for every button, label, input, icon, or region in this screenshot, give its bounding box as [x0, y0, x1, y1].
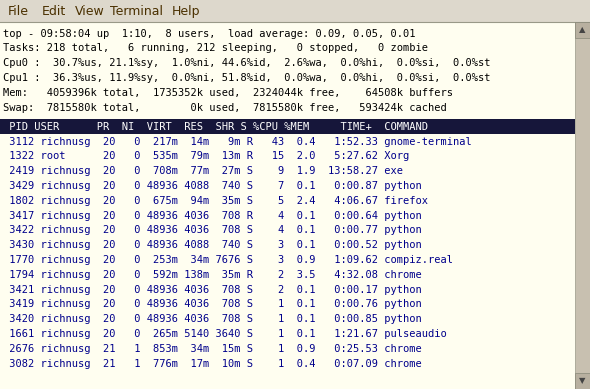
Bar [0, 0, 590, 22]
Text: Cpu0 :  30.7%us, 21.1%sy,  1.0%ni, 44.6%id,  2.6%wa,  0.0%hi,  0.0%si,  0.0%st: Cpu0 : 30.7%us, 21.1%sy, 1.0%ni, 44.6%id… [3, 58, 490, 68]
Bar [575, 22, 590, 389]
Text: 3419 richnusg  20   0 48936 4036  708 S    1  0.1   0:00.76 python: 3419 richnusg 20 0 48936 4036 708 S 1 0.… [3, 300, 422, 309]
Text: top - 09:58:04 up  1:10,  8 users,  load average: 0.09, 0.05, 0.01: top - 09:58:04 up 1:10, 8 users, load av… [3, 29, 415, 39]
Text: 1794 richnusg  20   0  592m 138m  35m R    2  3.5   4:32.08 chrome: 1794 richnusg 20 0 592m 138m 35m R 2 3.5… [3, 270, 422, 280]
Text: File: File [8, 5, 29, 18]
Text: 1802 richnusg  20   0  675m  94m  35m S    5  2.4   4:06.67 firefox: 1802 richnusg 20 0 675m 94m 35m S 5 2.4 … [3, 196, 428, 206]
Bar [575, 22, 590, 38]
Text: 3082 richnusg  21   1  776m  17m  10m S    1  0.4   0:07.09 chrome: 3082 richnusg 21 1 776m 17m 10m S 1 0.4 … [3, 359, 422, 369]
Text: 1770 richnusg  20   0  253m  34m 7676 S    3  0.9   1:09.62 compiz.real: 1770 richnusg 20 0 253m 34m 7676 S 3 0.9… [3, 255, 453, 265]
Text: ▲: ▲ [579, 26, 586, 35]
Text: 2676 richnusg  21   1  853m  34m  15m S    1  0.9   0:25.53 chrome: 2676 richnusg 21 1 853m 34m 15m S 1 0.9 … [3, 344, 422, 354]
Text: Edit: Edit [42, 5, 66, 18]
Text: Help: Help [172, 5, 201, 18]
Text: 3422 richnusg  20   0 48936 4036  708 S    4  0.1   0:00.77 python: 3422 richnusg 20 0 48936 4036 708 S 4 0.… [3, 226, 422, 235]
Text: 3112 richnusg  20   0  217m  14m   9m R   43  0.4   1:52.33 gnome-terminal: 3112 richnusg 20 0 217m 14m 9m R 43 0.4 … [3, 137, 472, 147]
Text: 3429 richnusg  20   0 48936 4088  740 S    7  0.1   0:00.87 python: 3429 richnusg 20 0 48936 4088 740 S 7 0.… [3, 181, 422, 191]
Text: Terminal: Terminal [110, 5, 163, 18]
Text: Tasks: 218 total,   6 running, 212 sleeping,   0 stopped,   0 zombie: Tasks: 218 total, 6 running, 212 sleepin… [3, 44, 428, 53]
Text: 3421 richnusg  20   0 48936 4036  708 S    2  0.1   0:00.17 python: 3421 richnusg 20 0 48936 4036 708 S 2 0.… [3, 285, 422, 294]
Text: 3417 richnusg  20   0 48936 4036  708 R    4  0.1   0:00.64 python: 3417 richnusg 20 0 48936 4036 708 R 4 0.… [3, 210, 422, 221]
Text: 2419 richnusg  20   0  708m  77m  27m S    9  1.9  13:58.27 exe: 2419 richnusg 20 0 708m 77m 27m S 9 1.9 … [3, 166, 403, 176]
Bar [575, 373, 590, 389]
Bar [0, 119, 575, 134]
Text: Cpu1 :  36.3%us, 11.9%sy,  0.0%ni, 51.8%id,  0.0%wa,  0.0%hi,  0.0%si,  0.0%st: Cpu1 : 36.3%us, 11.9%sy, 0.0%ni, 51.8%id… [3, 73, 490, 83]
Text: PID USER      PR  NI  VIRT  RES  SHR S %CPU %MEM     TIME+  COMMAND: PID USER PR NI VIRT RES SHR S %CPU %MEM … [3, 122, 428, 132]
Text: 3420 richnusg  20   0 48936 4036  708 S    1  0.1   0:00.85 python: 3420 richnusg 20 0 48936 4036 708 S 1 0.… [3, 314, 422, 324]
Text: ▼: ▼ [579, 377, 586, 385]
Text: View: View [75, 5, 105, 18]
Text: 1322 root      20   0  535m  79m  13m R   15  2.0   5:27.62 Xorg: 1322 root 20 0 535m 79m 13m R 15 2.0 5:2… [3, 151, 409, 161]
Text: Swap:  7815580k total,        0k used,  7815580k free,   593424k cached: Swap: 7815580k total, 0k used, 7815580k … [3, 103, 447, 112]
Text: Mem:   4059396k total,  1735352k used,  2324044k free,    64508k buffers: Mem: 4059396k total, 1735352k used, 2324… [3, 88, 453, 98]
Text: 1661 richnusg  20   0  265m 5140 3640 S    1  0.1   1:21.67 pulseaudio: 1661 richnusg 20 0 265m 5140 3640 S 1 0.… [3, 329, 447, 339]
Text: 3430 richnusg  20   0 48936 4088  740 S    3  0.1   0:00.52 python: 3430 richnusg 20 0 48936 4088 740 S 3 0.… [3, 240, 422, 250]
